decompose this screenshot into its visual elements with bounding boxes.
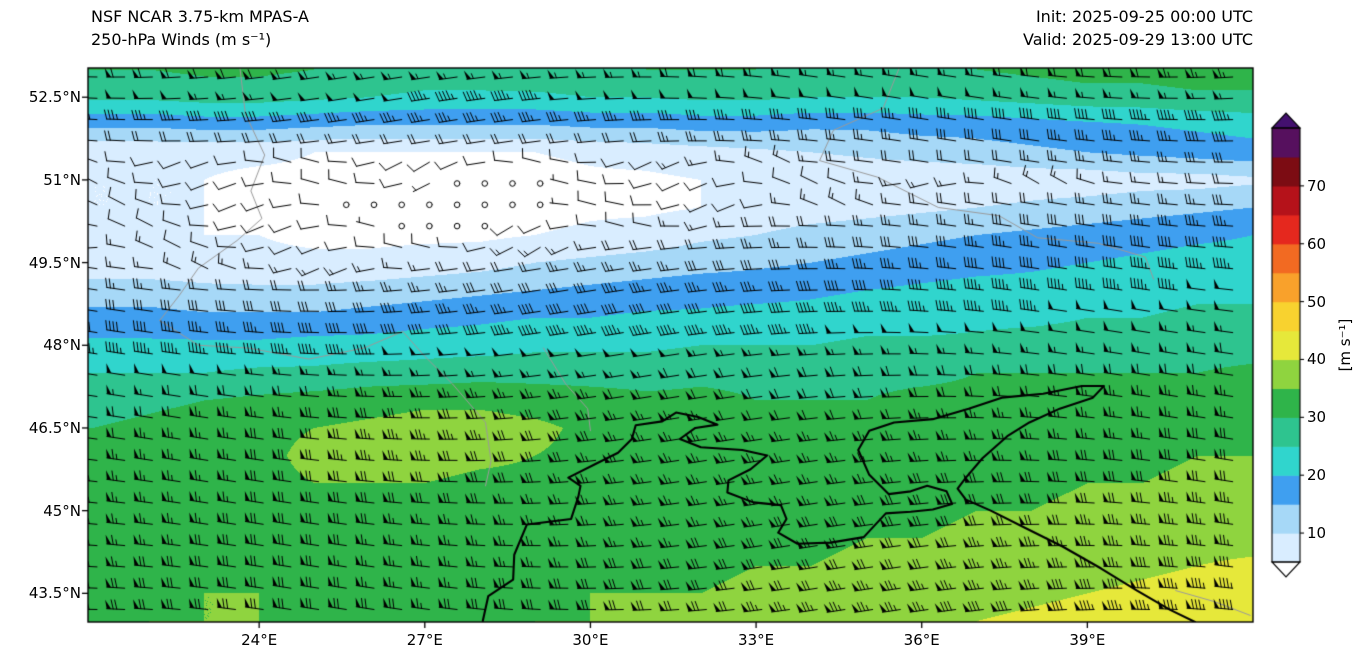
colorbar-tick-label: 60: [1307, 234, 1327, 253]
x-tick-label: 30°E: [572, 631, 609, 649]
colorbar-unit-label: [m s⁻¹]: [1336, 318, 1354, 372]
y-tick-label: 46.5°N: [28, 418, 81, 437]
model-title: NSF NCAR 3.75-km MPAS-A: [91, 7, 309, 26]
y-tick-label: 43.5°N: [28, 584, 81, 603]
y-tick-label: 52.5°N: [28, 88, 81, 107]
x-tick-label: 39°E: [1069, 631, 1106, 649]
x-tick-label: 33°E: [738, 631, 775, 649]
x-tick-label: 24°E: [241, 631, 278, 649]
y-tick-label: 49.5°N: [28, 253, 81, 272]
valid-time-label: Valid: 2025-09-29 13:00 UTC: [1022, 30, 1253, 49]
field-title: 250-hPa Winds (m s⁻¹): [91, 30, 272, 49]
colorbar-tick-label: 30: [1307, 408, 1327, 427]
x-tick-label: 36°E: [903, 631, 940, 649]
y-tick-label: 51°N: [43, 170, 81, 189]
init-time-label: Init: 2025-09-25 00:00 UTC: [1035, 7, 1253, 26]
colorbar-tick-label: 10: [1307, 524, 1327, 543]
colorbar-tick-label: 70: [1307, 176, 1327, 195]
colorbar-tick-label: 20: [1307, 466, 1327, 485]
colorbar-tick-label: 50: [1307, 292, 1327, 311]
y-tick-label: 48°N: [43, 336, 81, 355]
y-tick-label: 45°N: [43, 501, 81, 520]
colorbar-tick-label: 40: [1307, 350, 1327, 369]
x-tick-label: 27°E: [406, 631, 443, 649]
